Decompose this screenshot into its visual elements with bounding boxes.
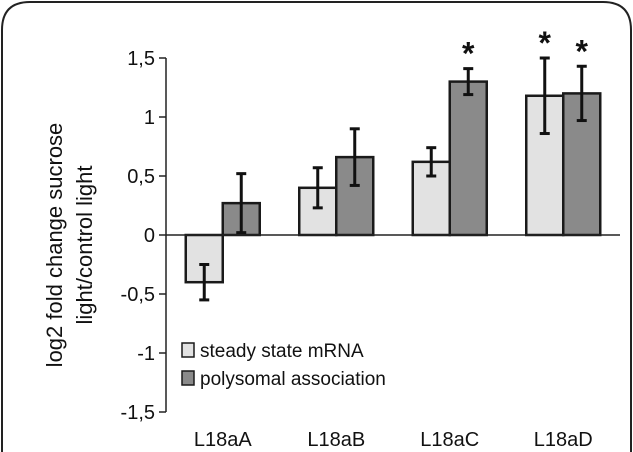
- significance-asterisk: *: [576, 33, 589, 69]
- legend-swatch: [181, 370, 195, 386]
- bars: [184, 80, 602, 284]
- y-tick-label: 0: [144, 225, 155, 247]
- y-axis-ticks: 1,5 1 0,5 0 -0,5 -1 -1,5: [121, 48, 166, 424]
- significance-asterisk: *: [539, 25, 552, 61]
- x-axis-tick-labels: L18aA L18aB L18aC L18aD: [194, 429, 593, 451]
- x-tick-label: L18aB: [307, 429, 365, 451]
- significance-markers: * * *: [462, 25, 589, 72]
- y-axis-label-line-1: log2 fold change sucrose: [42, 123, 67, 368]
- y-tick-label: 1,5: [127, 48, 155, 70]
- y-tick-label: -1,5: [121, 402, 155, 424]
- significance-asterisk: *: [462, 36, 475, 72]
- bar-polysomal: [448, 80, 488, 237]
- legend: steady state mRNA polysomal association: [181, 341, 386, 390]
- legend-label: polysomal association: [200, 369, 386, 390]
- legend-swatch: [181, 342, 195, 358]
- y-tick-label: 0,5: [127, 166, 155, 188]
- y-axis-label-line-2: light/control light: [72, 166, 97, 325]
- y-tick-label: 1: [144, 107, 155, 129]
- x-tick-label: L18aA: [194, 429, 252, 451]
- y-axis-label: log2 fold change sucrose light/control l…: [42, 123, 97, 368]
- x-tick-label: L18aD: [534, 429, 593, 451]
- x-tick-label: L18aC: [420, 429, 479, 451]
- y-tick-label: -1: [137, 343, 155, 365]
- legend-label: steady state mRNA: [200, 341, 364, 362]
- error-bars: [199, 56, 587, 302]
- y-tick-label: -0,5: [121, 284, 155, 306]
